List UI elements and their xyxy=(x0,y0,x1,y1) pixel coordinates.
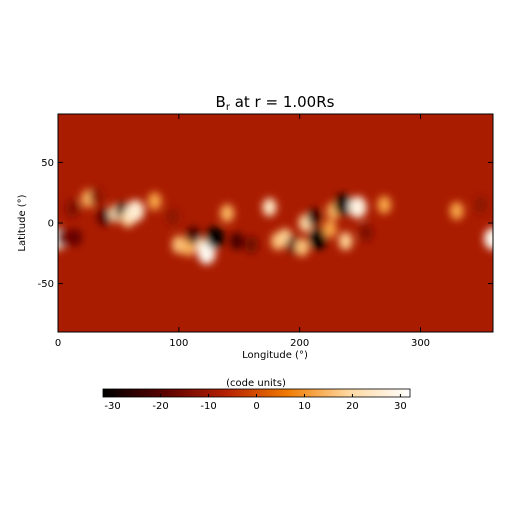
heatmap-feature xyxy=(89,187,104,206)
heatmap-feature xyxy=(322,220,337,239)
colorbar-tick-label: 0 xyxy=(253,401,259,412)
heatmap-feature xyxy=(229,232,244,251)
heatmap-feature xyxy=(295,238,310,257)
y-axis: -50 0 50 xyxy=(38,158,493,290)
heatmap-feature xyxy=(449,201,464,220)
heatmap-feature xyxy=(165,207,180,226)
heatmap-feature xyxy=(197,242,216,265)
heatmap-feature xyxy=(220,204,235,223)
colorbar-tick-label: 20 xyxy=(346,401,359,412)
heatmap-feature xyxy=(186,226,201,245)
y-axis-label: Latitude (°) xyxy=(17,194,28,251)
heatmap-feature xyxy=(377,195,392,214)
heatmap-feature xyxy=(65,199,80,218)
heatmap-feature xyxy=(147,192,162,211)
x-tick-label: 0 xyxy=(55,338,61,349)
x-axis-label: Longitude (°) xyxy=(242,350,308,361)
heatmap-feature xyxy=(126,199,145,222)
colorbar-tick-label: 30 xyxy=(394,401,407,412)
y-tick-label: -50 xyxy=(38,279,54,290)
colorbar-tick-label: -20 xyxy=(152,401,168,412)
x-axis: 0 100 200 300 xyxy=(55,114,430,349)
heatmap-features xyxy=(58,187,493,265)
colorbar-ticks: -30 -20 -10 0 10 20 30 xyxy=(104,394,407,412)
colorbar-tick-label: -10 xyxy=(200,401,216,412)
heatmap-feature xyxy=(244,235,259,254)
colorbar-tick-label: -30 xyxy=(104,401,120,412)
y-tick-label: 0 xyxy=(48,219,54,230)
colorbar-tick-label: 10 xyxy=(298,401,311,412)
chart-title: Br at r = 1.00Rs xyxy=(216,93,335,113)
y-tick-label: 50 xyxy=(41,158,54,169)
heatmap-feature xyxy=(262,198,277,217)
x-tick-label: 300 xyxy=(411,338,430,349)
heatmap-feature xyxy=(206,226,225,249)
x-tick-label: 200 xyxy=(290,338,309,349)
heatmap-feature xyxy=(348,196,367,219)
x-tick-label: 100 xyxy=(169,338,188,349)
heatmap-feature xyxy=(96,207,111,226)
heatmap-feature xyxy=(334,193,353,216)
heatmap-feature xyxy=(308,227,327,250)
heatmap-feature xyxy=(359,223,374,242)
heatmap-feature xyxy=(473,195,488,214)
heatmap-plot-area xyxy=(58,114,493,332)
colorbar-label: (code units) xyxy=(226,378,286,389)
heatmap-feature xyxy=(484,227,493,250)
heatmap-feature xyxy=(307,207,322,226)
heatmap-feature xyxy=(67,228,82,247)
heatmap-feature xyxy=(58,228,70,247)
heatmap-feature xyxy=(338,232,353,251)
